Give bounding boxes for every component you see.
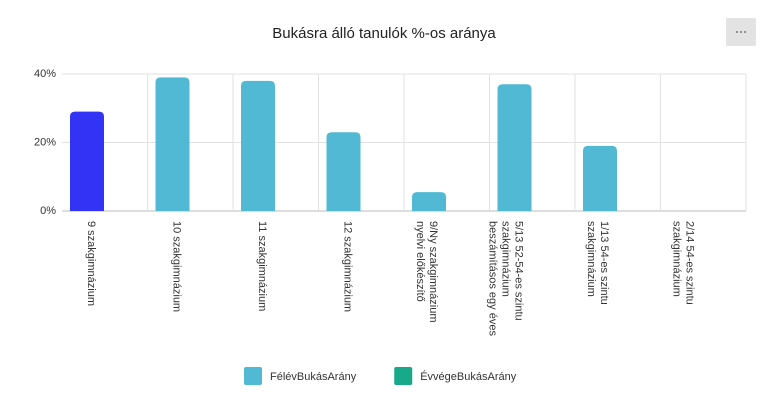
x-tick-label-line: szakgimnázium [671,221,683,297]
x-tick-label-line: 9 szakgimnázium [85,221,97,306]
legend-label: ÉvvégeBukásArány [420,370,516,383]
bar [326,132,361,211]
bar [155,77,190,211]
bar [412,192,446,211]
legend-label: FélévBukásArány [270,371,357,383]
chart-title: Bukásra álló tanulók %-os aránya [272,25,496,42]
bar [241,80,275,211]
x-tick-label-line: szakgimnázium [500,221,512,297]
bar [583,145,617,211]
bar [70,111,104,211]
x-tick-label-line: nyelvi előkészítő [414,221,426,302]
x-tick-label-line: 5/13 52-54-es szintu [513,221,525,321]
menu-button[interactable] [726,18,756,46]
x-tick-label: 5/13 52-54-es szintuszakgimnáziumbeszámí… [487,221,525,336]
x-tick-label-line: 11 szakgimnázium [256,221,268,311]
x-tick-label: 2/14 54-es szintuszakgimnázium [671,221,696,305]
y-tick-label: 0% [40,205,56,217]
legend-swatch [244,367,262,385]
x-tick-label-line: 1/13 54-es szintu [598,221,610,305]
x-tick-label-line: 10 szakgimnázium [171,221,183,312]
y-tick-label: 40% [34,68,56,80]
x-tick-label: 12 szakgimnázium [342,221,354,312]
x-tick-label: 11 szakgimnázium [256,221,268,311]
legend-swatch [394,367,413,385]
x-tick-label-line: 2/14 54-es szintu [684,221,696,305]
x-tick-label: 9/Ny szakgimnáziumnyelvi előkészítő [414,221,439,322]
x-tick-label: 1/13 54-es szintuszakgimnázium [585,221,610,305]
y-tick-label: 20% [34,136,56,148]
x-tick-label: 9 szakgimnázium [85,221,97,306]
bar [497,84,532,211]
x-tick-label-line: beszámításos egy éves [487,221,499,336]
x-tick-label-line: szakgimnázium [585,221,597,297]
x-tick-label-line: 12 szakgimnázium [342,221,354,312]
x-tick-label: 10 szakgimnázium [171,221,183,312]
x-tick-label-line: 9/Ny szakgimnázium [427,221,439,322]
